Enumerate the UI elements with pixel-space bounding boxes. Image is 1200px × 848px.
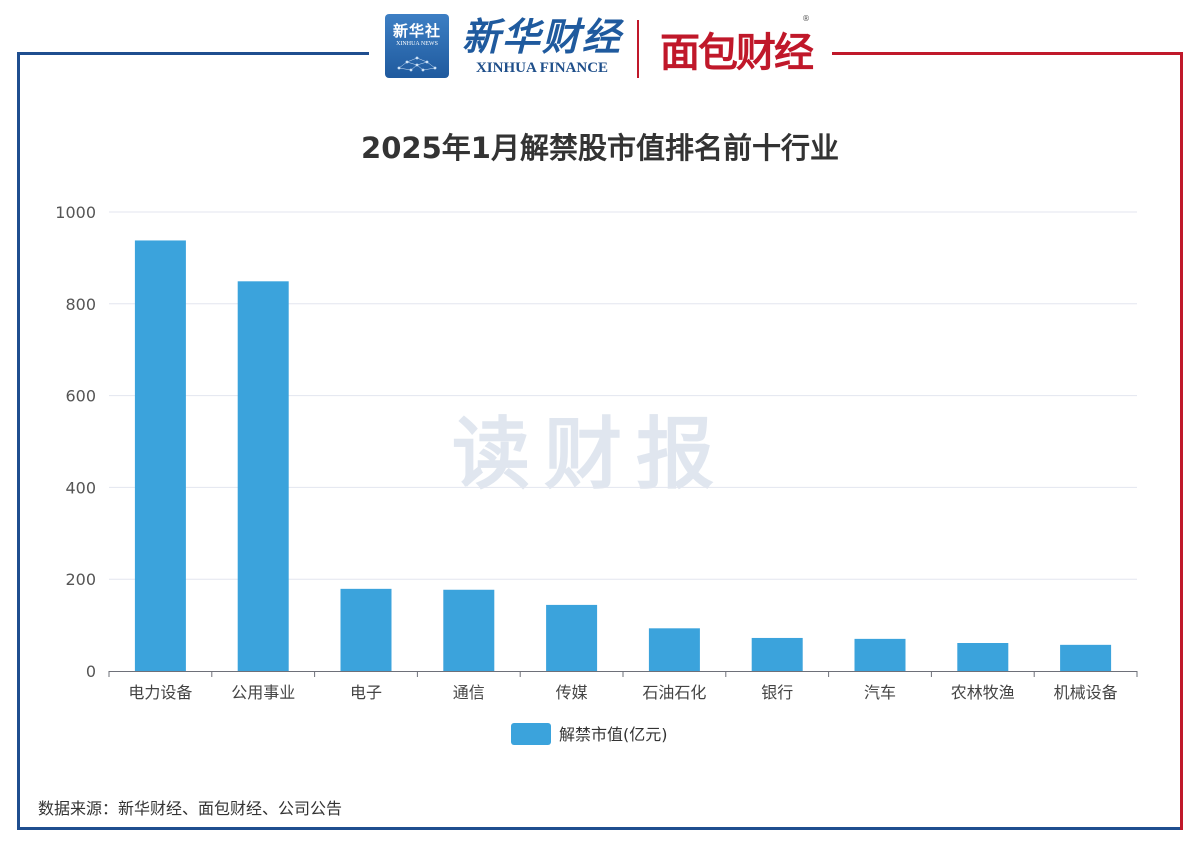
xinhua-finance-logo-en: XINHUA FINANCE — [475, 60, 609, 76]
y-tick-label: 600 — [65, 387, 96, 406]
x-tick-label: 银行 — [761, 683, 793, 702]
frame-bottom — [17, 827, 1183, 830]
xinhua-badge-sub: XINHUA NEWS — [396, 41, 438, 47]
bar — [134, 240, 186, 671]
legend-swatch[interactable] — [511, 723, 551, 745]
frame-left — [17, 52, 20, 830]
x-tick-label: 电子 — [350, 683, 382, 702]
legend: 解禁市值(亿元) — [511, 723, 668, 745]
y-tick-label: 400 — [65, 478, 96, 497]
y-tick-label: 200 — [65, 570, 96, 589]
bars — [134, 240, 1112, 671]
x-axis: 电力设备 公用事业 电子 通信 传媒 石油石化 银行 汽车 农林牧渔 机械设备 — [108, 671, 1138, 702]
logo-separator — [637, 20, 639, 78]
x-tick-label: 机械设备 — [1054, 683, 1118, 702]
x-tick-label: 农林牧渔 — [951, 683, 1015, 702]
xinhua-finance-logo-cn: 新华财经 — [462, 14, 623, 59]
bar — [237, 281, 289, 671]
frame-top-left — [17, 52, 369, 55]
chart-title: 2025年1月解禁股市值排名前十行业 — [361, 131, 839, 165]
y-tick-labels: 0 200 400 600 800 1000 — [55, 203, 96, 681]
xinhua-badge-text: 新华社 — [392, 22, 441, 40]
bar — [443, 589, 495, 671]
x-tick-label: 汽车 — [864, 683, 896, 702]
bar — [957, 643, 1009, 671]
xinhua-news-logo: 新华社 XINHUA NEWS — [385, 14, 449, 78]
y-tick-label: 800 — [65, 295, 96, 314]
x-tick-label: 传媒 — [556, 683, 588, 702]
y-tick-label: 0 — [86, 662, 96, 681]
y-tick-label: 1000 — [55, 203, 96, 222]
globe-dots-icon — [397, 56, 437, 72]
frame-top-right — [832, 52, 1183, 55]
x-tick-label: 公用事业 — [231, 683, 295, 702]
registered-mark: ® — [802, 14, 810, 23]
bar — [751, 637, 803, 671]
watermark: 读财报 — [452, 410, 729, 500]
x-tick-label: 通信 — [453, 683, 485, 702]
bar — [1060, 644, 1112, 671]
x-tick-label: 石油石化 — [642, 683, 706, 702]
header-logos: 新华社 XINHUA NEWS 新华财经 XINHUA FINANCE 面包财经… — [0, 0, 1200, 90]
frame-right — [1180, 52, 1183, 830]
mianbao-finance-logo: 面包财经 — [660, 30, 814, 76]
bar — [546, 604, 598, 671]
legend-label[interactable]: 解禁市值(亿元) — [559, 725, 668, 744]
bar — [340, 588, 392, 671]
bar — [854, 638, 906, 671]
data-source-note: 数据来源：新华财经、面包财经、公司公告 — [38, 799, 343, 818]
x-tick-label: 电力设备 — [128, 683, 192, 702]
bar — [648, 628, 700, 671]
